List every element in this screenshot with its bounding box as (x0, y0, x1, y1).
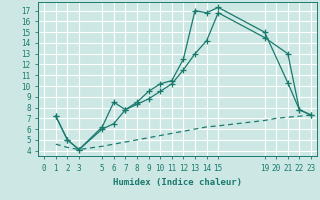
X-axis label: Humidex (Indice chaleur): Humidex (Indice chaleur) (113, 178, 242, 187)
